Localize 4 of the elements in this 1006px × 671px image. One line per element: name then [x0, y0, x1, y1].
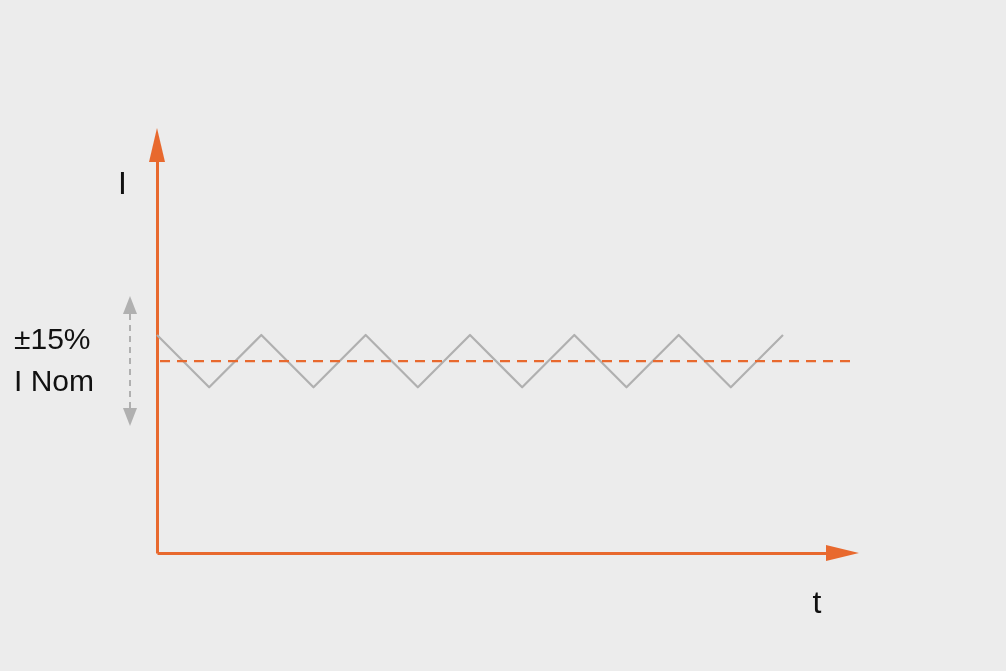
text: I Nom	[14, 364, 95, 397]
text: ±15%	[14, 322, 91, 355]
y-axis-title: I	[118, 164, 127, 201]
x-axis-title: t	[812, 584, 822, 620]
